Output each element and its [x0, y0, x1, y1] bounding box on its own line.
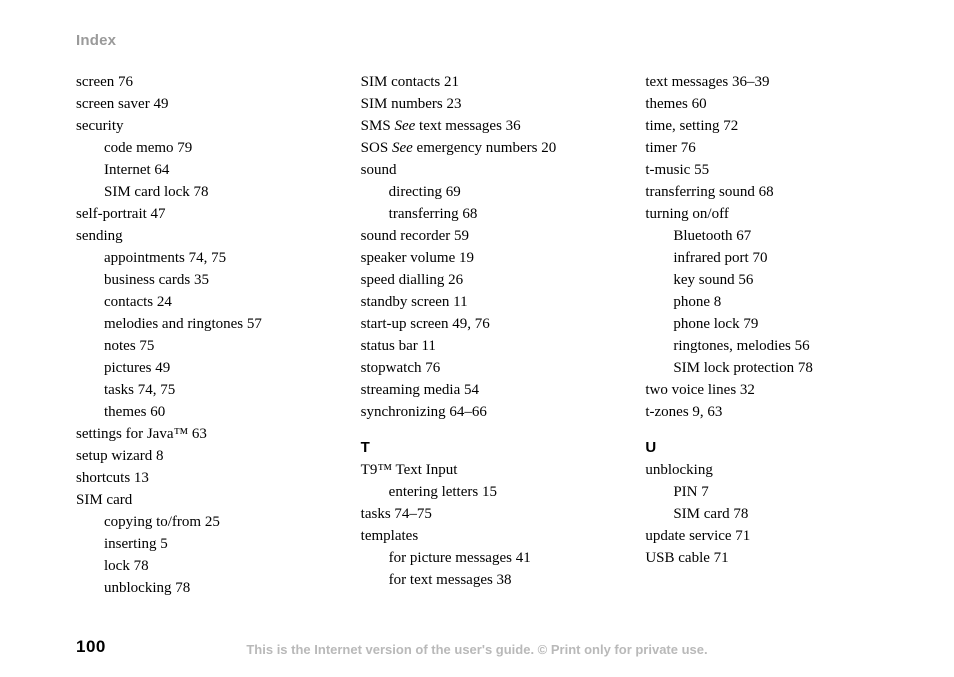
index-subentry: Bluetooth 67: [645, 225, 894, 247]
index-column-2: SIM contacts 21SIM numbers 23SMS See tex…: [361, 71, 610, 599]
index-subentry: pictures 49: [76, 357, 325, 379]
index-subentry: code memo 79: [76, 137, 325, 159]
index-entry: two voice lines 32: [645, 379, 894, 401]
index-entry: sound: [361, 159, 610, 181]
index-subentry: phone 8: [645, 291, 894, 313]
index-entry: settings for Java™ 63: [76, 423, 325, 445]
index-entry: t-zones 9, 63: [645, 401, 894, 423]
index-subentry: contacts 24: [76, 291, 325, 313]
index-columns: screen 76screen saver 49securitycode mem…: [76, 71, 894, 599]
index-entry: text messages 36–39: [645, 71, 894, 93]
index-entry: start-up screen 49, 76: [361, 313, 610, 335]
index-entry: sound recorder 59: [361, 225, 610, 247]
index-entry: screen saver 49: [76, 93, 325, 115]
index-subentry: notes 75: [76, 335, 325, 357]
index-subentry: PIN 7: [645, 481, 894, 503]
index-entry: templates: [361, 525, 610, 547]
see-keyword: See: [394, 118, 415, 134]
index-entry: unblocking: [645, 459, 894, 481]
index-subentry: phone lock 79: [645, 313, 894, 335]
section-letter: T: [361, 437, 610, 459]
index-entry: status bar 11: [361, 335, 610, 357]
index-entry: sending: [76, 225, 325, 247]
index-entry: time, setting 72: [645, 115, 894, 137]
index-entry: transferring sound 68: [645, 181, 894, 203]
index-entry-see: SMS See text messages 36: [361, 115, 610, 137]
index-subentry: Internet 64: [76, 159, 325, 181]
index-entry: setup wizard 8: [76, 445, 325, 467]
index-entry-text: emergency numbers 20: [413, 140, 556, 156]
index-entry-text: text messages 36: [415, 118, 520, 134]
index-entry: SIM card: [76, 489, 325, 511]
index-entry: streaming media 54: [361, 379, 610, 401]
index-subentry: transferring 68: [361, 203, 610, 225]
index-subentry: infrared port 70: [645, 247, 894, 269]
index-entry: synchronizing 64–66: [361, 401, 610, 423]
index-subentry: SIM lock protection 78: [645, 357, 894, 379]
footer-text: This is the Internet version of the user…: [0, 642, 954, 657]
index-subentry: for picture messages 41: [361, 547, 610, 569]
index-entry: security: [76, 115, 325, 137]
index-subentry: melodies and ringtones 57: [76, 313, 325, 335]
page: Index screen 76screen saver 49securityco…: [0, 0, 954, 677]
index-entry: speed dialling 26: [361, 269, 610, 291]
index-subentry: ringtones, melodies 56: [645, 335, 894, 357]
index-entry-see: SOS See emergency numbers 20: [361, 137, 610, 159]
index-subentry: lock 78: [76, 555, 325, 577]
section-letter: U: [645, 437, 894, 459]
index-subentry: SIM card 78: [645, 503, 894, 525]
index-entry: turning on/off: [645, 203, 894, 225]
index-subentry: copying to/from 25: [76, 511, 325, 533]
index-entry: SIM contacts 21: [361, 71, 610, 93]
index-entry: shortcuts 13: [76, 467, 325, 489]
index-entry: screen 76: [76, 71, 325, 93]
index-subentry: themes 60: [76, 401, 325, 423]
index-entry: speaker volume 19: [361, 247, 610, 269]
index-column-3: text messages 36–39themes 60time, settin…: [645, 71, 894, 599]
index-entry: USB cable 71: [645, 547, 894, 569]
index-subentry: tasks 74, 75: [76, 379, 325, 401]
index-entry: themes 60: [645, 93, 894, 115]
index-subentry: directing 69: [361, 181, 610, 203]
index-entry: timer 76: [645, 137, 894, 159]
index-entry: t-music 55: [645, 159, 894, 181]
index-subentry: entering letters 15: [361, 481, 610, 503]
index-entry: self-portrait 47: [76, 203, 325, 225]
index-subentry: key sound 56: [645, 269, 894, 291]
index-subentry: for text messages 38: [361, 569, 610, 591]
index-subentry: inserting 5: [76, 533, 325, 555]
index-entry: standby screen 11: [361, 291, 610, 313]
index-entry-text: SMS: [361, 118, 395, 134]
index-entry-text: SOS: [361, 140, 392, 156]
see-keyword: See: [392, 140, 413, 156]
index-subentry: unblocking 78: [76, 577, 325, 599]
index-subentry: SIM card lock 78: [76, 181, 325, 203]
index-entry: SIM numbers 23: [361, 93, 610, 115]
index-subentry: business cards 35: [76, 269, 325, 291]
index-entry: tasks 74–75: [361, 503, 610, 525]
index-column-1: screen 76screen saver 49securitycode mem…: [76, 71, 325, 599]
index-subentry: appointments 74, 75: [76, 247, 325, 269]
index-entry: stopwatch 76: [361, 357, 610, 379]
index-entry: update service 71: [645, 525, 894, 547]
page-header: Index: [76, 32, 894, 49]
index-entry: T9™ Text Input: [361, 459, 610, 481]
